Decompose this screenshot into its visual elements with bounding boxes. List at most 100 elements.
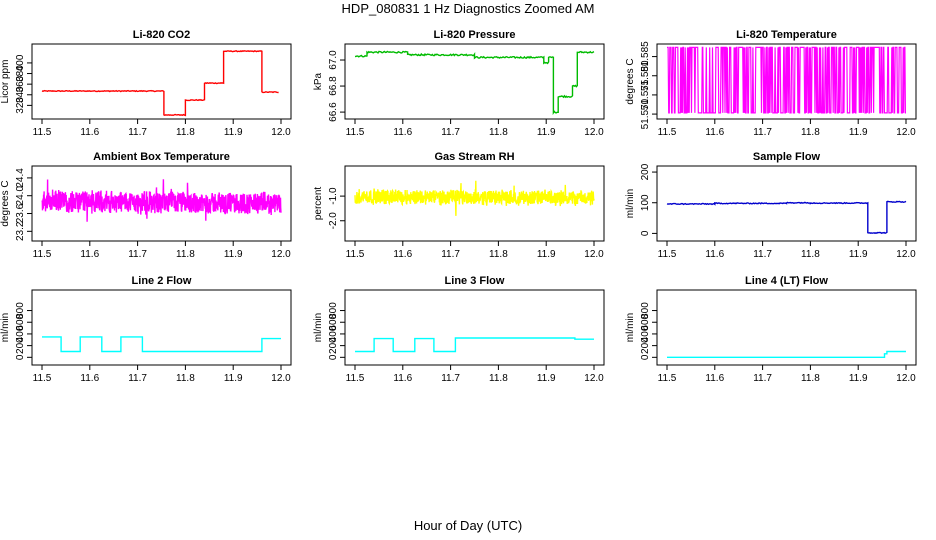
panel-8: Line 4 (LT) Flow ml/min 11.5 11.6 11.7 11.8 11… bbox=[625, 275, 917, 384]
panel-8-series-line bbox=[667, 350, 906, 358]
panel-3-ytick-label: 24.0 bbox=[15, 186, 26, 206]
panel-2-xtick-label: 12.0 bbox=[896, 127, 916, 138]
panel-1-series-line bbox=[354, 50, 595, 116]
panel-7-ylabel: ml/min bbox=[313, 313, 324, 342]
panel-7-xtick-label: 11.8 bbox=[489, 373, 508, 384]
panel-4-ytick-label: -1.0 bbox=[328, 187, 339, 205]
panel-6-ytick-label: 600 bbox=[15, 313, 26, 330]
panel-2-xtick-label: 11.6 bbox=[705, 127, 724, 138]
panel-5-series-line bbox=[666, 200, 907, 234]
panel-4-xtick-label: 11.5 bbox=[346, 249, 365, 260]
panel-7-ytick-label: 800 bbox=[328, 302, 339, 319]
panel-6-title: Line 2 Flow bbox=[132, 275, 192, 287]
panel-0-ytick-label: 400 bbox=[15, 54, 26, 71]
panel-8-xtick-label: 11.9 bbox=[849, 373, 868, 384]
panel-1-title: Li-820 Pressure bbox=[434, 29, 516, 41]
panel-3-xtick-label: 11.5 bbox=[33, 249, 52, 260]
panel-8-ytick-label: 200 bbox=[640, 337, 651, 354]
panel-1-xtick-label: 11.8 bbox=[489, 127, 508, 138]
panel-2-ytick-label: 51.570 bbox=[640, 98, 651, 129]
panel-6-frame bbox=[31, 289, 292, 366]
panel-3-frame bbox=[31, 165, 292, 242]
panel-8-xtick-label: 11.5 bbox=[658, 373, 677, 384]
panel-2-frame bbox=[656, 43, 917, 120]
panel-6-xtick-label: 11.6 bbox=[80, 373, 99, 384]
panel-0-xtick-label: 11.5 bbox=[33, 127, 52, 138]
panel-8-xtick-label: 11.7 bbox=[753, 373, 772, 384]
panel-0-frame bbox=[31, 43, 292, 120]
figure-title: HDP_080831 1 Hz Diagnostics Zoomed AM bbox=[341, 1, 595, 16]
panel-8-ytick-label: 600 bbox=[640, 313, 651, 330]
panel-2-xtick-label: 11.9 bbox=[849, 127, 868, 138]
panel-5-ytick-label: 200 bbox=[640, 163, 651, 180]
panel-2-ytick-label: 51.575 bbox=[640, 79, 651, 110]
panel-1-ytick-label: 67.0 bbox=[328, 50, 339, 70]
panel-6-xtick-label: 12.0 bbox=[271, 373, 291, 384]
panel-0-series-line bbox=[41, 50, 279, 117]
panel-7-ytick-label: 0 bbox=[328, 354, 339, 360]
panel-5-xtick-label: 11.5 bbox=[658, 249, 677, 260]
panel-2-ylabel: degrees C bbox=[625, 58, 636, 104]
panel-5-xtick-label: 11.9 bbox=[849, 249, 868, 260]
panel-4-xtick-label: 11.6 bbox=[393, 249, 412, 260]
panel-0-title: Li-820 CO2 bbox=[133, 29, 190, 41]
panel-7-xtick-label: 11.5 bbox=[346, 373, 365, 384]
panel-2-title: Li-820 Temperature bbox=[736, 29, 837, 41]
panel-1-ytick-label: 66.6 bbox=[328, 102, 339, 122]
panel-5-ytick-label: 0 bbox=[640, 230, 651, 236]
panel-3-xtick-label: 11.7 bbox=[128, 249, 147, 260]
panel-4-ytick-label: -2.0 bbox=[328, 212, 339, 230]
panel-8-xtick-label: 11.8 bbox=[801, 373, 820, 384]
panel-2-xtick-label: 11.5 bbox=[658, 127, 677, 138]
panel-7-ytick-label: 600 bbox=[328, 313, 339, 330]
panel-5-title: Sample Flow bbox=[753, 151, 821, 163]
panel-0-ytick-label: 340 bbox=[15, 86, 26, 103]
panel-6-ytick-label: 800 bbox=[15, 302, 26, 319]
panel-2-xtick-label: 11.7 bbox=[753, 127, 772, 138]
panel-5-xtick-label: 12.0 bbox=[896, 249, 916, 260]
panel-7-xtick-label: 11.7 bbox=[441, 373, 460, 384]
panel-4-title: Gas Stream RH bbox=[434, 151, 514, 163]
panel-7-xtick-label: 12.0 bbox=[584, 373, 604, 384]
panel-7-ytick-label: 200 bbox=[328, 337, 339, 354]
panel-1-ytick-label: 66.8 bbox=[328, 76, 339, 96]
panel-4-ylabel: percent bbox=[313, 187, 324, 221]
panel-5-frame bbox=[656, 165, 917, 242]
panel-7-xtick-label: 11.6 bbox=[393, 373, 412, 384]
panel-3-ytick-label: 23.6 bbox=[15, 203, 26, 223]
panel-4-frame bbox=[344, 165, 605, 242]
panel-2: Li-820 Temperature degrees C 11.5 11.6 11.7 1… bbox=[625, 29, 917, 138]
panel-1-xtick-label: 11.7 bbox=[441, 127, 460, 138]
panel-2-ytick-label: 51.580 bbox=[640, 60, 651, 91]
panel-7-ytick-label: 400 bbox=[328, 325, 339, 342]
panel-3: Ambient Box Temperature degrees C 11.5 11.6… bbox=[0, 151, 292, 260]
panel-3-ytick-label: 23.2 bbox=[15, 221, 26, 241]
panel-2-xtick-label: 11.8 bbox=[801, 127, 820, 138]
panel-2-ytick-label: 51.585 bbox=[640, 41, 651, 72]
panel-5-ylabel: ml/min bbox=[625, 189, 636, 218]
panel-0-ytick-label: 380 bbox=[15, 65, 26, 82]
panel-6-ylabel: ml/min bbox=[0, 313, 11, 342]
panel-8-ytick-label: 800 bbox=[640, 302, 651, 319]
panel-3-title: Ambient Box Temperature bbox=[93, 151, 230, 163]
panel-4-xtick-label: 11.8 bbox=[489, 249, 508, 260]
panel-0-xtick-label: 11.6 bbox=[80, 127, 99, 138]
panel-4-xtick-label: 12.0 bbox=[584, 249, 604, 260]
panel-4: Gas Stream RH percent 11.5 11.6 11.7 11.8 11.9… bbox=[313, 151, 605, 260]
panel-3-ytick-label: 24.4 bbox=[15, 168, 26, 188]
panel-4-xtick-label: 11.7 bbox=[441, 249, 460, 260]
panel-3-xtick-label: 11.8 bbox=[176, 249, 195, 260]
x-axis-title: Hour of Day (UTC) bbox=[413, 518, 523, 533]
panel-3-xtick-label: 11.6 bbox=[80, 249, 99, 260]
panel-0-xtick-label: 11.7 bbox=[128, 127, 147, 138]
panel-0-xtick-label: 11.8 bbox=[176, 127, 195, 138]
panel-8-title: Line 4 (LT) Flow bbox=[745, 275, 828, 287]
panel-0-ytick-label: 320 bbox=[15, 97, 26, 114]
panel-4-xtick-label: 11.9 bbox=[537, 249, 556, 260]
panel-8-ytick-label: 400 bbox=[640, 325, 651, 342]
panel-3-xtick-label: 11.9 bbox=[224, 249, 243, 260]
panel-7: Line 3 Flow ml/min 11.5 11.6 11.7 11.8 11.9 12.… bbox=[313, 275, 605, 384]
panel-6-xtick-label: 11.5 bbox=[33, 373, 52, 384]
panel-6-xtick-label: 11.9 bbox=[224, 373, 243, 384]
